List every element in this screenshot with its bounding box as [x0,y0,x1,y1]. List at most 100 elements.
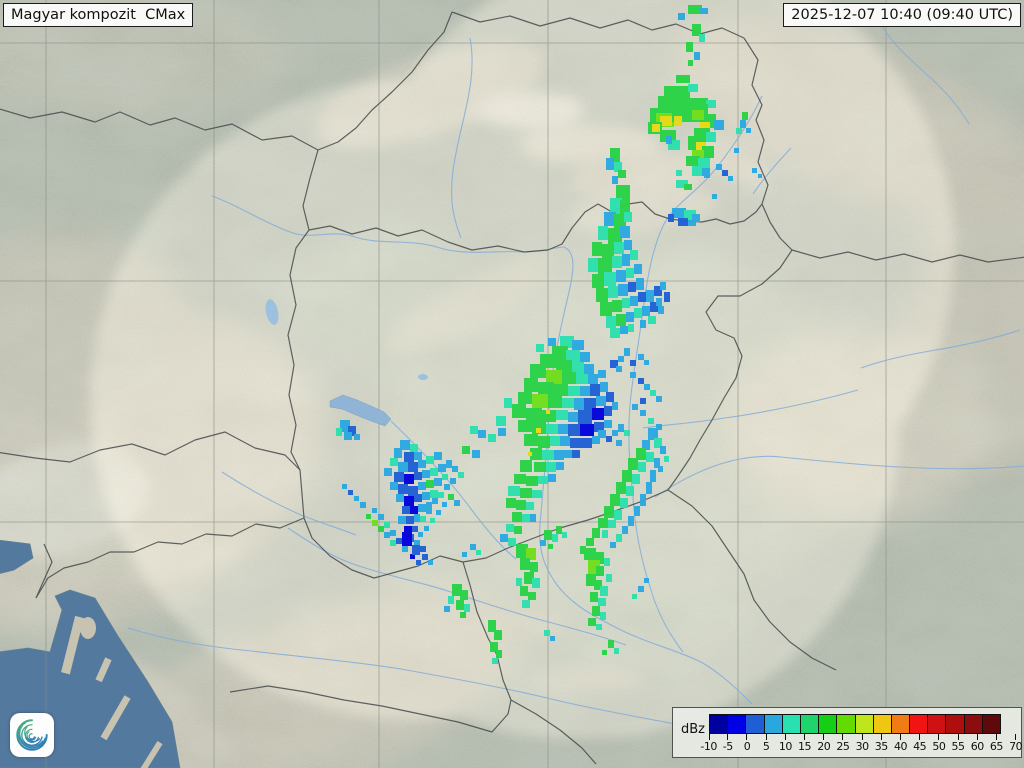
legend-tickmark [996,734,997,740]
radar-echo-cell [438,464,446,472]
legend-cell [836,714,856,734]
radar-echo-cell [666,136,672,144]
radar-echo-cell [668,140,680,150]
radar-echo-cell [592,436,600,444]
radar-echo-cell [620,200,630,214]
radar-echo-cell [450,478,456,484]
radar-echo-cell [404,526,412,534]
radar-echo-cell [354,496,359,501]
radar-echo-cell [640,494,646,506]
radar-echo-cell [664,456,669,462]
radar-echo-cell [596,396,606,406]
radar-echo-cell [676,170,682,176]
radar-echo-cell [630,372,636,378]
radar-echo-cell [728,176,733,181]
radar-echo-cell [638,378,644,384]
radar-echo-cell [448,494,454,500]
radar-echo-cell [588,258,598,272]
dbz-tickmarks [709,734,1018,740]
legend-tickmark [938,734,940,740]
radar-echo-cell [684,184,692,190]
radar-echo-cell [512,512,522,522]
radar-echo-cell [622,526,628,534]
radar-echo-cell [416,560,421,565]
radar-echo-cell [592,242,602,256]
radar-echo-cell [414,472,422,480]
legend-tick-label: 15 [798,740,812,753]
radar-echo-cell [422,470,430,478]
radar-echo-cell [582,438,592,448]
radar-echo-cell [592,606,600,616]
radar-echo-cell [408,486,418,496]
radar-echo-cell [570,438,582,448]
radar-echo-cell [354,434,360,440]
radar-echo-cell [620,226,630,238]
legend-tickmark [727,734,729,740]
radar-echo-cell [596,566,604,576]
radar-echo-cell [586,538,594,546]
radar-echo-cell [616,534,622,542]
radar-echo-cell [528,452,532,456]
legend-cell [818,714,838,734]
radar-echo-cell [650,390,656,396]
legend-cell [890,714,911,734]
radar-echo-cell [526,476,538,486]
radar-echo-cell [410,444,418,452]
radar-echo-cell [452,466,458,472]
legend-cell [709,714,729,734]
radar-echo-cell [564,450,572,458]
radar-echo-cell [600,302,612,316]
radar-echo-cell [638,462,646,472]
radar-echo-cell [494,630,502,640]
radar-echo-cell [618,284,628,296]
radar-echo-cell [678,13,685,20]
radar-echo-cell [428,560,433,565]
radar-echo-cell [610,328,620,338]
radar-echo-cell [614,242,624,254]
radar-echo-cell [646,290,654,302]
radar-echo-cell [520,460,532,472]
radar-echo-cell [684,210,696,220]
radar-echo-cell [444,606,450,612]
radar-echo-cell [390,482,398,490]
radar-echo-cell [438,492,444,498]
radar-echo-cell [746,128,751,133]
radar-echo-cell [638,354,644,360]
radar-echo-cell [686,42,693,52]
radar-echo-cell [488,620,496,632]
radar-echo-cell [714,120,724,130]
radar-echo-cell [410,554,415,559]
radar-echo-cell [740,120,746,128]
radar-echo-cell [602,650,607,655]
radar-echo-cell [640,398,646,404]
radar-echo-cell [618,356,624,362]
radar-echo-cell [676,75,690,83]
radar-echo-cell [516,500,526,510]
radar-echo-cell [520,488,532,498]
radar-echo-cell [676,180,688,188]
radar-echo-cell [394,448,402,458]
radar-echo-cell [556,410,568,420]
radar-echo-cell [624,430,630,436]
radar-echo-cell [566,350,580,362]
radar-echo-cell [418,532,423,537]
radar-echo-cell [656,424,662,430]
dbz-colorbar [709,714,1001,734]
radar-echo-cell [408,462,418,472]
radar-echo-cell [462,446,470,454]
radar-echo-cell [644,578,649,583]
legend-tick-label: 20 [817,740,831,753]
radar-echo-cell [430,518,435,523]
radar-echo-cell [496,650,502,658]
radar-echo-cell [644,384,650,390]
radar-echo-cell [372,508,377,513]
radar-echo-cell [402,506,410,514]
radar-echo-cell [390,540,396,546]
radar-echo-cell [422,554,428,560]
radar-echo-cell [426,480,434,488]
radar-echo-cell [644,360,649,365]
radar-echo-cell [632,474,640,484]
radar-echo-cell [430,468,438,476]
radar-echo-cell [542,410,556,422]
radar-echo-cell [398,462,408,472]
